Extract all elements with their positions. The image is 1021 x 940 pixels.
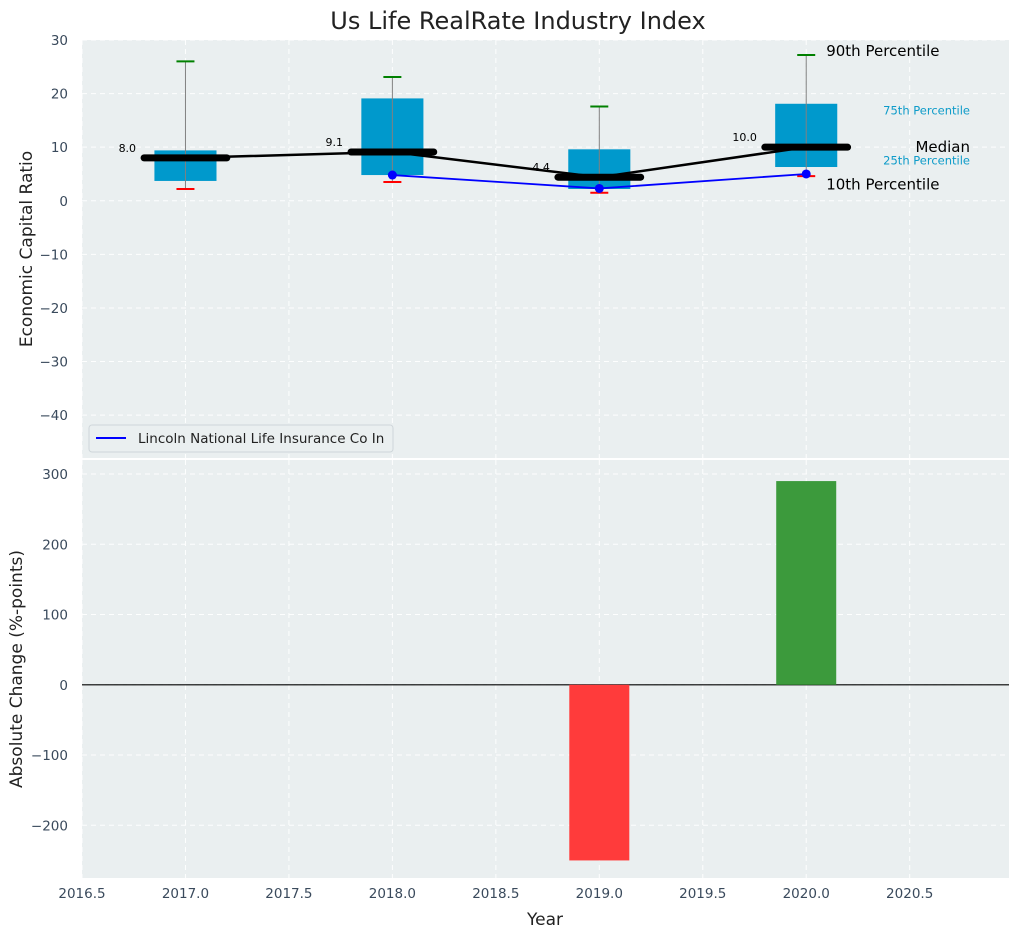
legend-frame xyxy=(88,424,394,453)
annotation-p90: 90th Percentile xyxy=(826,42,939,60)
top-y-tick-label: 10 xyxy=(51,140,68,156)
annotation-p25: 25th Percentile xyxy=(883,154,970,168)
top-panel: 30 20 10 0 −10 −20 −30 −40 8.0 9.1 4.4 10.0 90th Pe… xyxy=(17,33,1009,458)
top-marks: 8.0 9.1 4.4 10.0 90th Percentile 75th Percent… xyxy=(119,42,970,194)
top-y-axis-label: Economic Capital Ratio xyxy=(17,151,37,347)
change-bar-2019 xyxy=(569,684,630,861)
bottom-y-tick-label: 300 xyxy=(42,467,68,483)
top-y-ticks: 30 20 10 0 −10 −20 −30 −40 xyxy=(40,33,69,424)
top-y-tick-label: 30 xyxy=(51,33,68,49)
change-bar-2020 xyxy=(776,481,837,685)
median-value-label: 10.0 xyxy=(732,131,757,144)
annotation-p75: 75th Percentile xyxy=(883,104,970,118)
median-line xyxy=(185,145,807,179)
company-point xyxy=(594,183,604,193)
company-point xyxy=(387,170,397,180)
legend: Lincoln National Life Insurance Co In xyxy=(88,424,394,453)
x-tick-label: 2018.0 xyxy=(369,886,416,902)
x-axis-label: Year xyxy=(526,910,563,930)
company-point xyxy=(801,169,811,179)
top-y-tick-label: 20 xyxy=(51,87,68,103)
median-value-label: 9.1 xyxy=(325,136,343,149)
annotation-median: Median xyxy=(915,138,970,156)
x-tick-label: 2020.0 xyxy=(783,886,830,902)
x-tick-label: 2017.0 xyxy=(162,886,209,902)
bottom-y-tick-label: 0 xyxy=(59,678,68,694)
bottom-y-axis-label: Absolute Change (%-points) xyxy=(7,550,27,788)
median-value-label: 4.4 xyxy=(532,161,550,174)
top-y-tick-label: −40 xyxy=(40,408,69,424)
x-tick-label: 2016.5 xyxy=(58,886,105,902)
chart-title: Us Life RealRate Industry Index xyxy=(330,7,705,35)
bottom-y-tick-label: 100 xyxy=(42,608,68,624)
x-tick-label: 2020.5 xyxy=(886,886,933,902)
x-tick-label: 2018.5 xyxy=(472,886,519,902)
median-value-label: 8.0 xyxy=(119,142,137,155)
bottom-marks xyxy=(82,481,1009,861)
x-tick-label: 2019.5 xyxy=(679,886,726,902)
bottom-y-tick-label: 200 xyxy=(42,537,68,553)
bottom-y-ticks: 300 200 100 0 −100 −200 xyxy=(31,467,68,834)
x-ticks: 2016.5 2017.0 2017.5 2018.0 2018.5 2019.0 2019… xyxy=(58,886,933,902)
x-tick-label: 2017.5 xyxy=(265,886,312,902)
top-grid xyxy=(81,39,1009,458)
x-tick-label: 2019.0 xyxy=(576,886,623,902)
bottom-y-tick-label: −200 xyxy=(31,818,68,834)
bottom-plot-background xyxy=(82,460,1009,878)
top-y-tick-label: −20 xyxy=(40,301,69,317)
top-y-tick-label: −10 xyxy=(40,247,69,263)
bottom-y-tick-label: −100 xyxy=(31,748,68,764)
top-plot-background xyxy=(82,40,1009,458)
top-y-tick-label: 0 xyxy=(59,194,68,210)
legend-entry: Lincoln National Life Insurance Co In xyxy=(138,431,384,447)
annotation-p10: 10th Percentile xyxy=(826,176,939,194)
top-y-tick-label: −30 xyxy=(40,355,69,371)
